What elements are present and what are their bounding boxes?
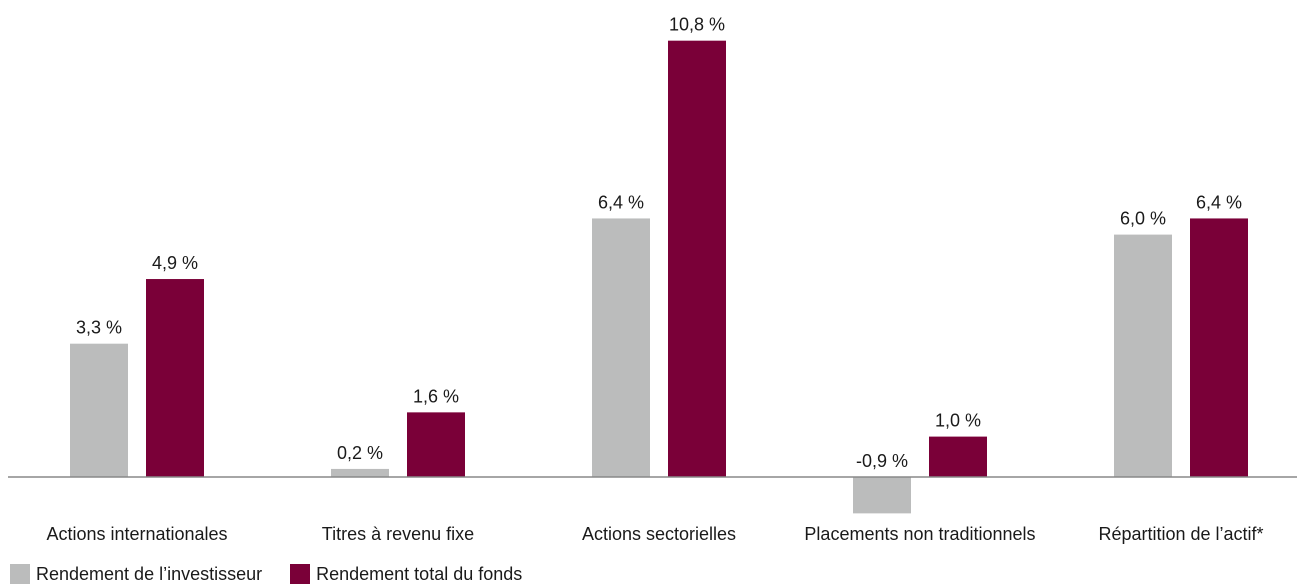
category-labels-layer: Actions internationales Titres à revenu f… (46, 524, 1263, 544)
value-label-fund-1: 1,6 % (413, 386, 459, 406)
value-label-fund-3: 1,0 % (935, 411, 981, 431)
value-labels-layer: 3,3 % 4,9 % 0,2 % 1,6 % 6,4 % 10,8 % -0,9 % 1,0… (76, 15, 1242, 471)
category-label-1: Titres à revenu fixe (322, 524, 474, 544)
category-label-4: Répartition de l’actif* (1098, 524, 1263, 544)
bars-layer (70, 40, 1248, 514)
legend-item-fund: Rendement total du fonds (290, 564, 522, 585)
legend-label-investor: Rendement de l’investisseur (36, 563, 263, 584)
legend-item-investor: Rendement de l’investisseur (10, 564, 262, 585)
value-label-investor-3: -0,9 % (856, 451, 908, 471)
bar-fund-4 (1190, 218, 1248, 477)
legend-label-fund: Rendement total du fonds (316, 563, 523, 584)
bar-investor-2 (592, 218, 650, 477)
chart-legend: Rendement de l’investisseur Rendement to… (10, 564, 522, 584)
value-label-investor-1: 0,2 % (337, 443, 383, 463)
category-label-0: Actions internationales (46, 524, 227, 544)
value-label-investor-2: 6,4 % (598, 192, 644, 212)
bar-investor-4 (1114, 234, 1172, 477)
category-label-3: Placements non traditionnels (804, 524, 1035, 544)
bar-fund-3 (929, 436, 987, 477)
bar-investor-0 (70, 343, 128, 477)
value-label-fund-0: 4,9 % (152, 253, 198, 273)
bar-investor-3 (853, 477, 911, 514)
bar-fund-1 (407, 412, 465, 477)
legend-swatch-investor (10, 564, 30, 584)
bar-fund-0 (146, 279, 204, 477)
value-label-investor-4: 6,0 % (1120, 209, 1166, 229)
bar-investor-1 (331, 468, 389, 477)
value-label-fund-4: 6,4 % (1196, 192, 1242, 212)
value-label-fund-2: 10,8 % (669, 15, 725, 35)
value-label-investor-0: 3,3 % (76, 318, 122, 338)
legend-swatch-fund (290, 564, 311, 584)
category-label-2: Actions sectorielles (582, 524, 736, 544)
bar-fund-2 (668, 40, 726, 478)
